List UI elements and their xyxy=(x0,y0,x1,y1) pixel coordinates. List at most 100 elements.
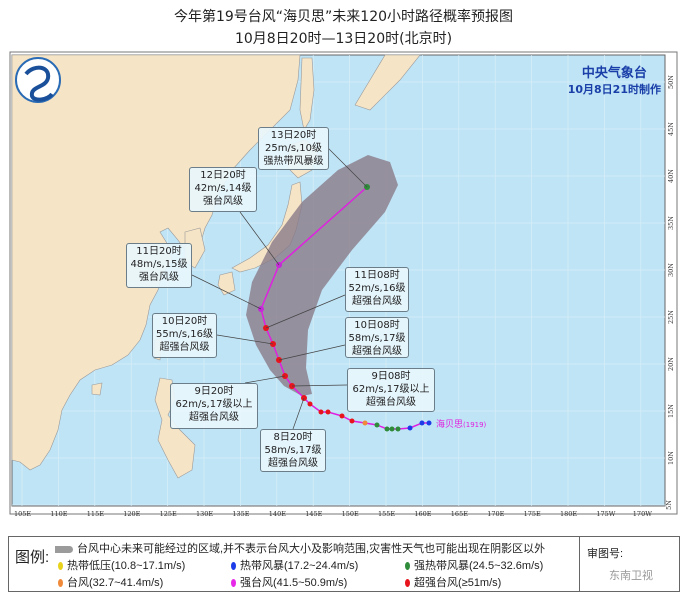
forecast-time: 13日20时 xyxy=(270,130,317,141)
forecast-time: 12日20时 xyxy=(200,170,246,181)
forecast-category: 超强台风级 xyxy=(159,342,210,353)
past-track-point xyxy=(325,409,331,415)
forecast-wind: 25m/s,10级 xyxy=(265,143,322,154)
latitude-label: 40N xyxy=(666,169,675,183)
latitude-label: 15N xyxy=(666,404,675,418)
intensity-dot-icon xyxy=(405,562,410,571)
past-track-point xyxy=(339,413,345,419)
legend-item-label: 强热带风暴(24.5~32.6m/s) xyxy=(414,560,544,572)
legend-item: 强热带风暴(24.5~32.6m/s) xyxy=(405,557,543,573)
past-track-point xyxy=(349,418,355,424)
forecast-category: 强台风级 xyxy=(203,196,243,207)
issuer: 中央气象台 10月8日21时制作 xyxy=(568,62,661,97)
longitude-label: 140E xyxy=(268,510,286,518)
forecast-label: 11日20时 48m/s,15级 强台风级 xyxy=(126,243,192,288)
forecast-wind: 62m/s,17级以上 xyxy=(175,399,253,410)
intensity-dot-icon xyxy=(58,562,63,571)
label-leaders xyxy=(191,147,368,430)
leader-line xyxy=(244,375,286,384)
longitude-label: 105E xyxy=(14,510,32,518)
forecast-wind: 48m/s,15级 xyxy=(130,259,188,270)
forecast-label: 11日08时 52m/s,16级 超强台风级 xyxy=(345,267,409,312)
map-title: 今年第19号台风“海贝思”未来120小时路径概率预报图 xyxy=(173,9,514,25)
legend: 图例: 台风中心未来可能经过的区域,并不表示台风大小及影响范围,灾害性天气也可能… xyxy=(8,536,680,592)
legend-item-label: 台风(32.7~41.4m/s) xyxy=(67,577,164,589)
past-track-point xyxy=(389,426,395,432)
issuer-name: 中央气象台 xyxy=(581,66,647,81)
forecast-time: 11日08时 xyxy=(354,270,400,281)
land-hainan xyxy=(91,382,103,396)
leader-line xyxy=(216,334,274,345)
land-kyushu xyxy=(217,271,236,296)
latitude-label: 45N xyxy=(666,122,675,136)
legend-divider xyxy=(579,537,580,591)
past-track-point xyxy=(407,425,413,431)
longitude-label: 135E xyxy=(232,510,250,518)
longitude-label: 170W xyxy=(632,510,652,518)
forecast-time: 9日20时 xyxy=(194,386,234,397)
typhoon-name: 海贝思 xyxy=(436,420,464,430)
past-track-point xyxy=(419,420,425,426)
watermark: 东南卫视 xyxy=(609,570,653,582)
typhoon-number: (1919) xyxy=(463,421,487,429)
past-track-point xyxy=(362,420,368,426)
longitude-label: 180E xyxy=(560,510,578,518)
latitude-label: 5N xyxy=(664,500,673,510)
leader-line xyxy=(327,147,368,188)
forecast-cone xyxy=(246,155,398,396)
longitude-label: 155E xyxy=(378,510,396,518)
forecast-time: 10日08时 xyxy=(354,320,400,331)
forecast-time: 9日08时 xyxy=(371,371,411,382)
longitude-label: 175E xyxy=(523,510,541,518)
forecast-time: 10日20时 xyxy=(161,316,208,327)
forecast-label: 10日20时 55m/s,16级 超强台风级 xyxy=(152,313,217,358)
latitude-label: 20N xyxy=(666,357,675,371)
legend-item: 热带低压(10.8~17.1m/s) xyxy=(58,557,185,573)
longitude-label: 120E xyxy=(123,510,141,518)
latitude-label: 35N xyxy=(666,216,675,230)
longitude-label: 175W xyxy=(596,510,616,518)
forecast-category: 超强台风级 xyxy=(366,397,416,408)
land-sakhalin xyxy=(299,57,315,131)
forecast-time: 8日20时 xyxy=(273,432,313,443)
cone-swatch-icon xyxy=(55,545,73,553)
intensity-dot-icon xyxy=(58,579,63,588)
map-subtitle: 10月8日20时—13日20时(北京时) xyxy=(234,31,453,47)
latitude-label: 30N xyxy=(666,263,675,277)
longitude-label: 130E xyxy=(196,510,214,518)
leader-line xyxy=(239,211,280,266)
legend-item: 台风(32.7~41.4m/s) xyxy=(58,574,163,590)
past-track-point xyxy=(384,426,390,432)
leader-line xyxy=(278,344,346,361)
legend-item-label: 热带低压(10.8~17.1m/s) xyxy=(67,560,186,572)
legend-item-label: 热带风暴(17.2~24.4m/s) xyxy=(240,560,359,572)
past-track-point xyxy=(374,422,380,428)
forecast-category: 超强台风级 xyxy=(268,458,318,469)
legend-item: 超强台风(≥51m/s) xyxy=(405,574,501,590)
forecast-category: 强热带风暴级 xyxy=(263,156,324,167)
legend-title: 图例: xyxy=(15,549,50,566)
past-track-point xyxy=(426,420,432,426)
longitude-label: 165E xyxy=(450,510,468,518)
forecast-label: 13日20时 25m/s,10级 强热带风暴级 xyxy=(258,127,329,170)
leader-line xyxy=(191,274,262,310)
longitude-label: 150E xyxy=(341,510,359,518)
map-frame xyxy=(9,51,678,515)
forecast-label: 9日08时 62m/s,17级以上 超强台风级 xyxy=(347,368,435,412)
forecast-category: 超强台风级 xyxy=(352,346,402,357)
longitude-label: 145E xyxy=(305,510,323,518)
forecast-wind: 52m/s,16级 xyxy=(348,283,406,294)
legend-cone: 台风中心未来可能经过的区域,并不表示台风大小及影响范围,灾害性天气也可能出现在阴… xyxy=(55,540,545,556)
forecast-wind: 58m/s,17级 xyxy=(348,333,406,344)
legend-item: 热带风暴(17.2~24.4m/s) xyxy=(231,557,358,573)
review-number-label: 审图号: xyxy=(587,548,624,560)
forecast-label: 12日20时 42m/s,14级 强台风级 xyxy=(189,167,257,212)
forecast-category: 超强台风级 xyxy=(189,412,239,423)
longitude-label: 115E xyxy=(86,510,104,518)
forecast-category: 超强台风级 xyxy=(352,296,402,307)
legend-cone-text: 台风中心未来可能经过的区域,并不表示台风大小及影响范围,灾害性天气也可能出现在阴… xyxy=(77,543,546,555)
intensity-dot-icon xyxy=(405,579,410,588)
intensity-dot-icon xyxy=(231,579,236,588)
intensity-dot-icon xyxy=(231,562,236,571)
